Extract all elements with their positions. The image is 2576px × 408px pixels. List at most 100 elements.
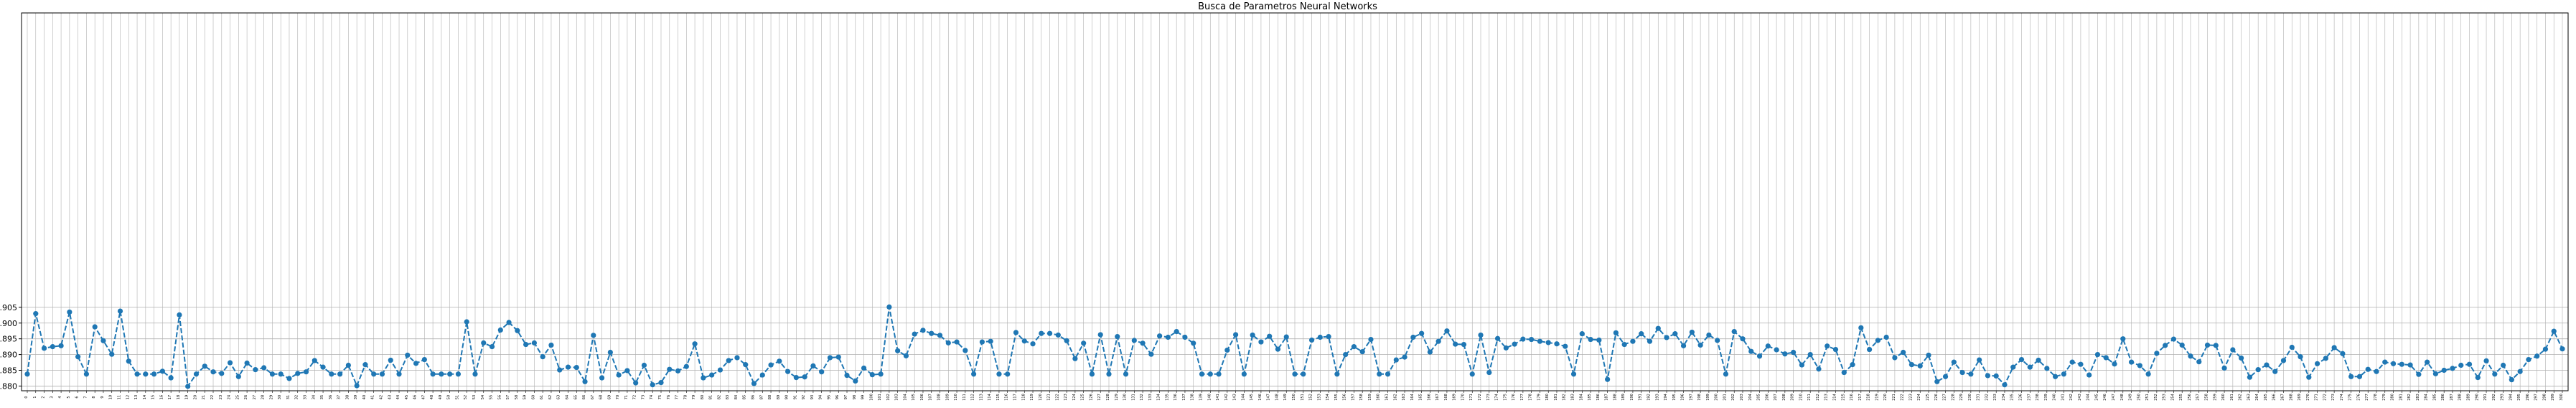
x-tick-label: 274 [2340,394,2344,401]
data-point [675,368,681,374]
x-tick-label: 196 [1681,394,1685,401]
data-point [2399,361,2404,367]
data-point [235,374,241,379]
data-point [701,375,706,381]
x-tick-label: 197 [1689,394,1693,401]
x-tick-label: 182 [1563,394,1567,401]
data-point [1402,354,1408,360]
data-point [650,382,655,388]
data-point [2425,359,2430,365]
data-point [1393,357,1399,363]
x-tick-label: 88 [768,395,772,399]
x-tick-label: 266 [2272,394,2277,401]
data-point [134,371,140,377]
data-point [2517,368,2523,374]
x-tick-label: 138 [1191,394,1195,401]
x-tick-label: 167 [1435,394,1440,401]
data-point [844,372,850,379]
x-tick-label: 135 [1165,394,1169,401]
data-point [1148,351,1154,357]
data-point [1174,328,1179,335]
data-point [759,372,765,378]
x-tick-label: 47 [421,395,426,399]
data-point [819,369,825,375]
data-point [362,362,368,368]
x-tick-label: 50 [447,395,451,399]
data-point [1308,337,1315,343]
data-point [430,371,436,377]
data-point [1621,341,1627,348]
x-tick-label: 297 [2534,394,2539,401]
x-tick-label: 208 [1782,394,1786,401]
data-point [1377,371,1382,377]
x-tick-label: 8 [92,396,96,398]
data-point [920,328,926,333]
data-point [1605,376,1611,382]
x-tick-label: 195 [1672,394,1677,401]
x-tick-label: 44 [396,395,401,399]
data-point [2280,358,2287,363]
x-tick-label: 265 [2264,394,2268,401]
y-tick-label: 0.890 [0,351,17,360]
data-point [506,320,512,325]
x-tick-label: 203 [1740,394,1744,401]
x-tick-label: 216 [1850,394,1854,401]
x-tick-label: 144 [1241,394,1245,401]
data-point [1199,371,1205,377]
data-point [1875,338,1881,343]
x-tick-label: 219 [1875,394,1879,401]
data-point [835,354,841,360]
x-tick-label: 272 [2323,394,2327,401]
x-tick-label: 21 [202,395,206,399]
data-point [481,340,487,346]
data-point [2204,342,2211,348]
x-tick-label: 166 [1427,394,1431,401]
x-tick-label: 5 [67,396,71,398]
data-point [548,342,554,348]
x-tick-label: 292 [2492,394,2496,401]
x-tick-label: 271 [2315,394,2319,401]
x-tick-label: 20 [193,395,197,399]
x-tick-label: 41 [371,395,375,399]
data-point [497,327,503,333]
data-point [1748,348,1754,354]
data-point [827,355,833,361]
x-tick-label: 76 [667,395,671,399]
x-tick-label: 85 [743,395,747,399]
data-point [1140,340,1146,346]
data-point [2247,374,2252,380]
x-tick-label: 256 [2188,394,2192,401]
x-tick-label: 130 [1123,394,1128,401]
data-point [100,338,106,343]
data-point [202,363,207,369]
x-tick-label: 249 [2129,394,2133,401]
x-tick-label: 31 [286,395,291,399]
x-tick-label: 183 [1571,394,1575,401]
data-point [2221,365,2227,371]
x-tick-label: 260 [2221,394,2226,401]
data-point [2170,336,2177,342]
data-point [1486,369,1492,376]
x-tick-label: 116 [1005,394,1009,401]
x-tick-label: 161 [1385,394,1390,401]
data-point [853,378,858,384]
x-tick-label: 248 [2120,394,2125,401]
x-tick-label: 42 [379,395,383,399]
data-point [464,319,469,325]
x-tick-label: 229 [1959,394,1964,401]
x-tick-label: 140 [1207,394,1212,401]
data-point [1326,334,1331,340]
data-point [1301,371,1306,377]
data-point [1756,353,1763,359]
x-tick-label: 247 [2112,394,2116,401]
data-point [1537,338,1543,344]
data-point [439,371,444,377]
x-tick-label: 37 [337,395,342,399]
x-tick-label: 298 [2542,394,2547,401]
data-point [886,304,892,310]
data-point [83,371,90,377]
data-point [1283,334,1289,340]
data-point [1579,331,1585,337]
x-tick-label: 58 [515,395,519,399]
x-tick-label: 96 [835,395,840,399]
